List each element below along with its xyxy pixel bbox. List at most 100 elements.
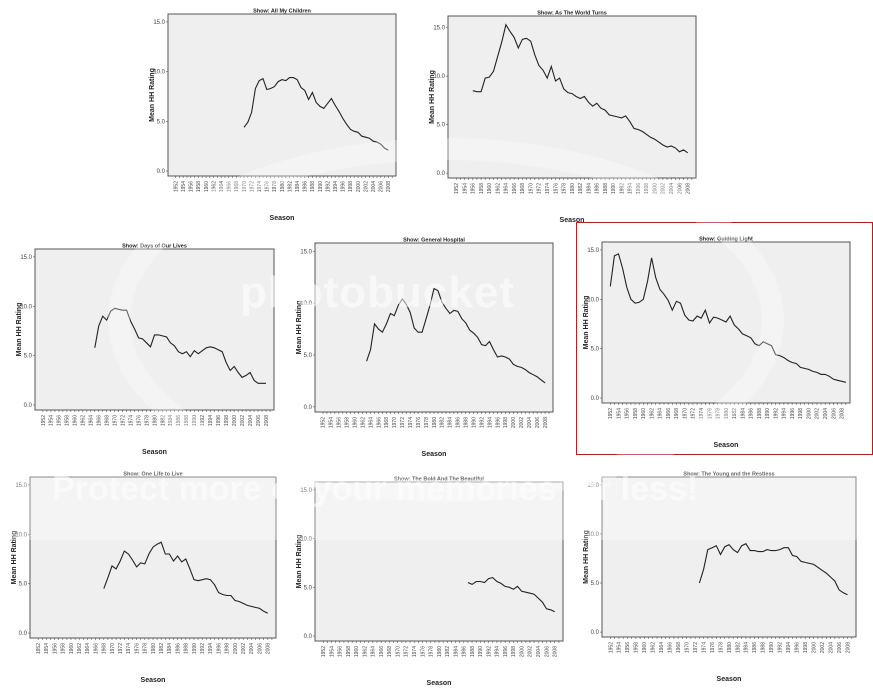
x-tick-label: 1968 <box>105 415 111 426</box>
y-tick-label: 5.0 <box>437 123 446 129</box>
x-tick-label: 1972 <box>693 642 699 653</box>
chart-svg: Show: As The World Turns 0.0 5.0 10.0 15.0 19… <box>429 11 697 224</box>
x-tick-label: 1986 <box>303 181 309 192</box>
x-tick-label: 1986 <box>462 646 468 657</box>
x-tick-label: 1958 <box>479 183 485 194</box>
x-tick-label: 1954 <box>44 643 50 654</box>
chart-all-my-children: Show: All My Children 0.0 5.0 10.0 15.0 1952 1… <box>148 6 400 224</box>
x-tick-label: 1956 <box>337 417 343 428</box>
x-tick-label: 1976 <box>416 417 422 428</box>
x-tick-label: 1970 <box>242 181 248 192</box>
x-axis-title: Season <box>270 215 295 222</box>
x-tick-label: 1982 <box>735 642 741 653</box>
x-tick-label: 1970 <box>392 417 398 428</box>
x-tick-label: 2000 <box>652 183 658 194</box>
x-tick-label: 1988 <box>184 415 190 426</box>
x-tick-label: 1954 <box>462 183 468 194</box>
x-tick-label: 1962 <box>77 643 83 654</box>
x-tick-label: 1978 <box>143 643 149 654</box>
x-tick-label: 1970 <box>395 646 401 657</box>
chart-svg: Show: General Hospital 0.0 5.0 10.0 15.0 1952… <box>296 238 554 458</box>
x-tick-label: 1960 <box>641 408 647 419</box>
x-tick-label: 1990 <box>192 415 198 426</box>
x-tick-label: 1984 <box>740 408 746 419</box>
x-tick-label: 1952 <box>321 417 327 428</box>
x-tick-label: 1990 <box>192 643 198 654</box>
x-tick-label: 1966 <box>666 408 672 419</box>
x-tick-label: 1976 <box>420 646 426 657</box>
x-tick-label: 1956 <box>57 415 63 426</box>
chart-title: Show: The Young and the Restless <box>683 472 774 478</box>
x-tick-label: 1956 <box>338 646 344 657</box>
chart-title: Show: All My Children <box>253 9 311 15</box>
x-tick-label: 1958 <box>346 646 352 657</box>
selection-frame[interactable] <box>576 222 873 455</box>
y-axis-title: Mean HH Rating <box>11 531 18 585</box>
x-tick-label: 1952 <box>454 183 460 194</box>
x-tick-label: 1990 <box>611 183 617 194</box>
chart-title: Show: One Life to Live <box>123 472 182 478</box>
x-tick-label: 1958 <box>633 408 639 419</box>
x-tick-label: 1972 <box>400 417 406 428</box>
y-tick-label: 10.0 <box>300 301 312 307</box>
x-tick-label: 1954 <box>329 417 335 428</box>
x-tick-label: 1960 <box>69 643 75 654</box>
x-tick-label: 2002 <box>661 183 667 194</box>
x-tick-label: 2004 <box>527 417 533 428</box>
y-tick-label: 10.0 <box>15 532 27 538</box>
x-tick-label: 1958 <box>65 415 71 426</box>
x-tick-label: 1998 <box>224 415 230 426</box>
series-line <box>467 576 555 613</box>
series-line <box>472 23 689 154</box>
x-tick-label: 1966 <box>376 417 382 428</box>
x-tick-label: 1958 <box>345 417 351 428</box>
x-tick-label: 2008 <box>686 183 692 194</box>
x-tick-label: 1988 <box>464 417 470 428</box>
y-tick-label: 0.0 <box>304 405 313 411</box>
y-axis-title: Mean HH Rating <box>583 530 590 584</box>
chart-days-of-our-lives: Show: Days of Our Lives 0.0 5.0 10.0 15.0 195… <box>15 241 278 458</box>
x-tick-label: 1986 <box>595 183 601 194</box>
x-tick-label: 1962 <box>651 642 657 653</box>
x-tick-label: 1954 <box>617 642 623 653</box>
x-tick-label: 1984 <box>448 417 454 428</box>
x-tick-label: 1982 <box>732 408 738 419</box>
x-tick-label: 1988 <box>310 181 316 192</box>
x-tick-label: 1966 <box>512 183 518 194</box>
x-tick-label: 2008 <box>553 646 559 657</box>
y-tick-label: 5.0 <box>591 581 600 587</box>
x-tick-label: 1998 <box>225 643 231 654</box>
x-tick-label: 1986 <box>752 642 758 653</box>
x-tick-label: 1980 <box>724 408 730 419</box>
y-tick-label: 15.0 <box>20 255 32 261</box>
x-tick-label: 2000 <box>519 646 525 657</box>
chart-one-life-to-live: Show: One Life to Live 0.0 5.0 10.0 15.0 1952… <box>10 469 280 686</box>
y-tick-label: 5.0 <box>304 585 313 591</box>
y-tick-label: 15.0 <box>153 20 165 26</box>
y-tick-label: 10.0 <box>433 74 445 80</box>
y-tick-label: 5.0 <box>24 354 33 360</box>
x-tick-label: 1994 <box>782 408 788 419</box>
x-tick-label: 1972 <box>691 408 697 419</box>
x-tick-label: 1956 <box>625 642 631 653</box>
x-tick-label: 1976 <box>265 181 271 192</box>
x-tick-label: 1962 <box>495 183 501 194</box>
x-tick-label: 1990 <box>769 642 775 653</box>
x-tick-label: 1998 <box>503 417 509 428</box>
x-tick-label: 1996 <box>795 642 801 653</box>
x-tick-label: 2006 <box>837 642 843 653</box>
x-tick-label: 1954 <box>329 646 335 657</box>
x-tick-label: 1994 <box>208 643 214 654</box>
y-tick-label: 5.0 <box>591 347 600 353</box>
y-axis-title: Mean HH Rating <box>149 68 156 122</box>
x-tick-label: 1970 <box>110 643 116 654</box>
x-tick-label: 1994 <box>628 183 634 194</box>
x-tick-label: 1960 <box>642 642 648 653</box>
x-tick-label: 1976 <box>710 642 716 653</box>
x-axis-title: Season <box>142 449 167 456</box>
x-tick-label: 1992 <box>773 408 779 419</box>
x-tick-label: 1974 <box>126 643 132 654</box>
y-tick-label: 15.0 <box>300 249 312 255</box>
y-tick-label: 10.0 <box>20 304 32 310</box>
